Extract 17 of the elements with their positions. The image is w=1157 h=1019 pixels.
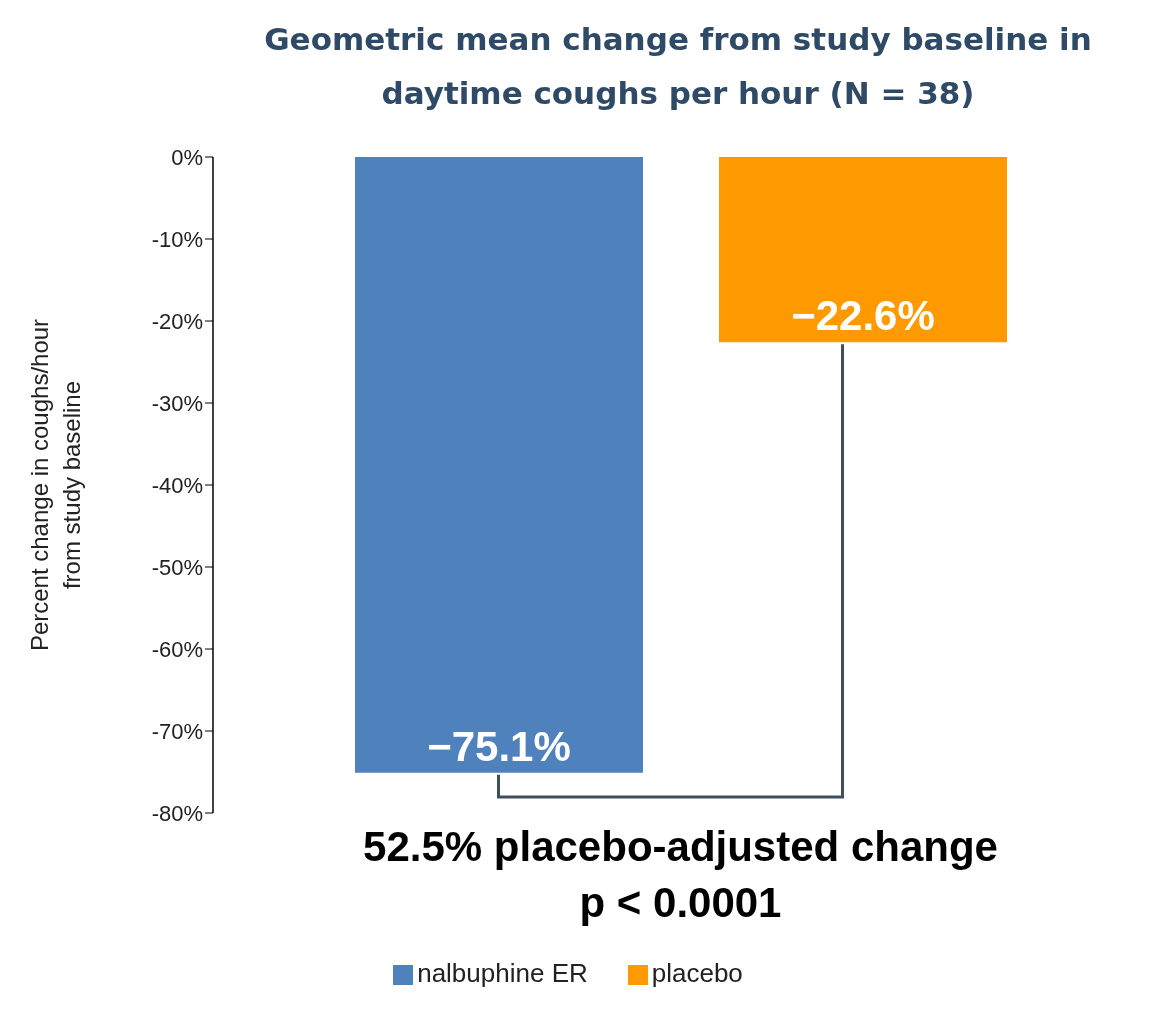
- y-tick-label: -40%: [151, 472, 203, 498]
- chart-title: Geometric mean change from study baseline in daytime coughs per hour (N = 38): [263, 20, 1093, 113]
- legend-label: placebo: [651, 958, 743, 988]
- text: p < 0.0001: [578, 878, 783, 928]
- y-tick-label: -10%: [151, 226, 203, 252]
- data-label: −75.1%: [427, 722, 571, 770]
- y-tick-label: -60%: [151, 636, 203, 662]
- y-tick-label: -30%: [151, 390, 203, 416]
- data-label: −22.6%: [791, 292, 935, 340]
- y-tick-label: -20%: [151, 308, 203, 334]
- y-tick-label: -70%: [151, 718, 203, 744]
- y-axis-title: Percent change in coughs/hour from study baseline: [26, 318, 85, 652]
- legend-label: nalbuphine ER: [417, 958, 588, 988]
- y-tick-label: -50%: [151, 554, 203, 580]
- y-tick-label: -80%: [151, 800, 203, 826]
- y-tick-label: 0%: [171, 144, 203, 170]
- text: 52.5% placebo-adjusted change: [362, 822, 999, 872]
